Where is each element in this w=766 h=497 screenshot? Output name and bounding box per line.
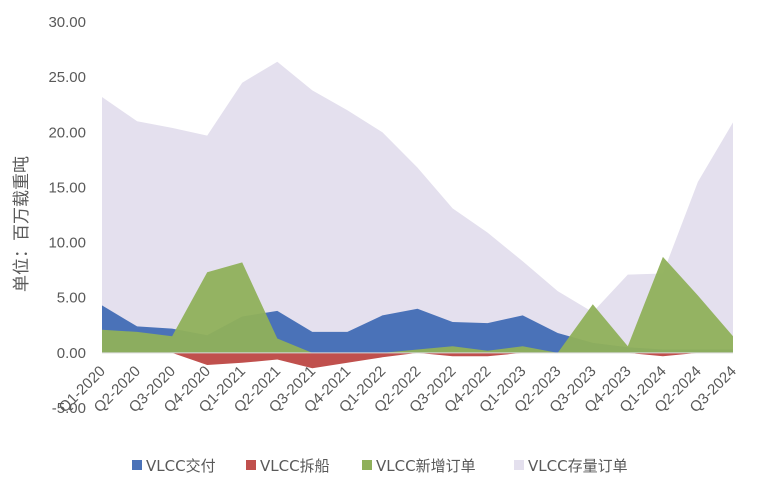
y-tick-label: 25.00 [48, 69, 86, 86]
y-tick-label: 0.00 [57, 345, 86, 362]
plot-areas [102, 61, 733, 369]
legend-label: VLCC存量订单 [528, 457, 628, 475]
area-series-2 [102, 352, 733, 369]
y-tick-label: 5.00 [57, 290, 86, 307]
y-tick-label: 15.00 [48, 179, 86, 196]
y-tick-label: 10.00 [48, 235, 86, 252]
y-tick-label: -5.00 [52, 400, 86, 417]
y-axis-label: 单位：百万载重吨 [12, 156, 32, 292]
y-tick-label: 30.00 [48, 14, 86, 31]
area-series-0 [102, 61, 733, 353]
legend-swatch-vlcc-2 [362, 460, 372, 470]
legend-swatch-vlcc-0 [132, 460, 142, 470]
y-tick-label: 20.00 [48, 124, 86, 141]
legend: VLCC交付 VLCC拆船 VLCC新增订单 VLCC存量订单 [132, 457, 628, 475]
legend-label: VLCC新增订单 [376, 457, 476, 475]
y-axis-ticks: 30.00 25.00 20.00 15.00 10.00 5.00 0.00 -5.00 [48, 14, 86, 417]
legend-swatch-vlcc-3 [514, 460, 524, 470]
legend-label: VLCC交付 [146, 457, 216, 475]
legend-swatch-vlcc-1 [246, 460, 256, 470]
area-series-3 [102, 256, 733, 353]
x-axis-ticks: Q1-2020Q2-2020Q3-2020Q4-2020Q1-2021Q2-20… [56, 363, 740, 416]
legend-label: VLCC拆船 [260, 457, 330, 475]
